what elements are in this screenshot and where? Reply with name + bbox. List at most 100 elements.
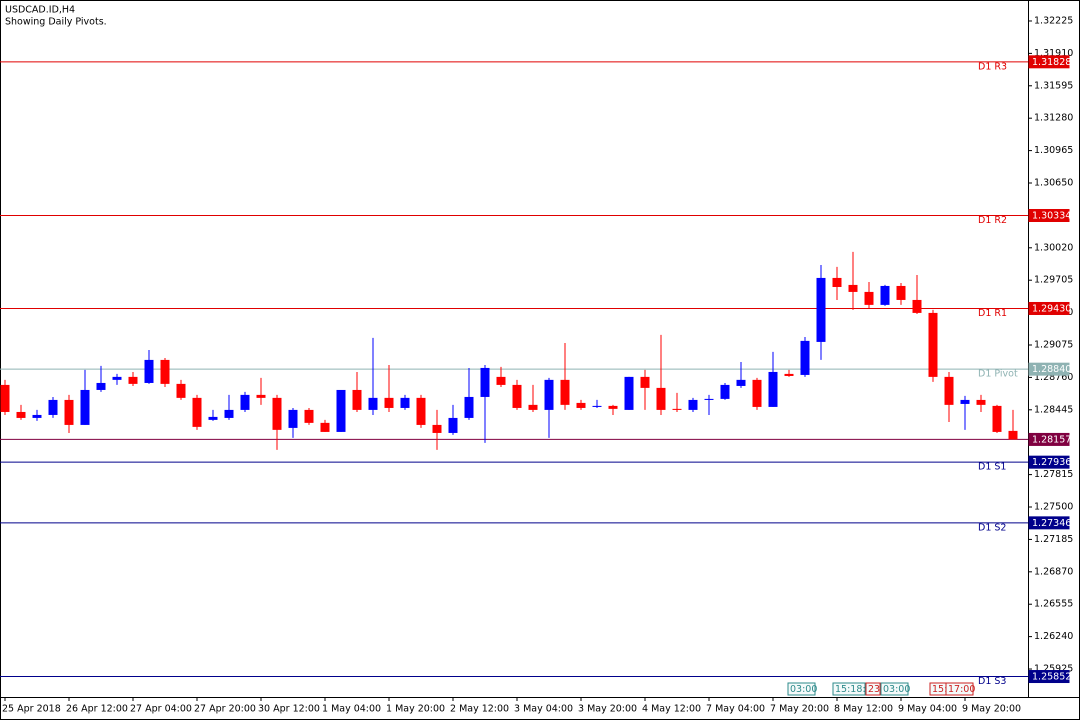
candle-body <box>704 398 714 400</box>
y-tick-label: 1.27185 <box>1034 534 1073 545</box>
candle-body <box>0 384 10 412</box>
y-tick-label: 1.28760 <box>1034 372 1073 383</box>
candle-body <box>896 285 906 300</box>
candle-body <box>352 389 362 410</box>
candle-body <box>208 416 218 420</box>
candle-body <box>240 394 250 410</box>
pivot-label: D1 S1 <box>978 462 1006 473</box>
pivot-label: D1 Pivot <box>978 369 1018 380</box>
candle-body <box>272 397 282 430</box>
candle-body <box>368 397 378 410</box>
pivot-box <box>1028 208 1070 222</box>
x-tick-label: 1 May 20:00 <box>386 704 445 715</box>
candle-body <box>752 379 762 407</box>
candle-body <box>176 383 186 398</box>
candle-body <box>512 384 522 408</box>
x-tick-label: 26 Apr 12:00 <box>66 704 128 715</box>
candle-body <box>224 409 234 418</box>
candle-body <box>400 397 410 408</box>
candle-body <box>688 399 698 410</box>
pivot-value: 1.27936 <box>1032 457 1071 468</box>
pivot-label: D1 R2 <box>978 215 1007 226</box>
pivot-label: D1 S3 <box>978 676 1006 687</box>
y-tick-label: 1.32225 <box>1034 15 1073 26</box>
candle-body <box>784 373 794 376</box>
x-tick-label: 8 May 12:00 <box>834 704 893 715</box>
candle-body <box>944 376 954 405</box>
candle-body <box>560 379 570 405</box>
candle-body <box>48 399 58 415</box>
candle-body <box>496 376 506 385</box>
y-tick-label: 1.26555 <box>1034 599 1073 610</box>
time-box <box>880 682 909 696</box>
y-tick-label: 1.29075 <box>1034 340 1073 351</box>
time-box <box>865 682 881 696</box>
y-tick-label: 1.25925 <box>1034 664 1073 675</box>
time-box <box>832 682 866 696</box>
candle-body <box>64 399 74 425</box>
candle-body <box>384 397 394 408</box>
candle-body <box>928 312 938 377</box>
candle-body <box>464 396 474 418</box>
pivot-label: D1 R1 <box>978 308 1007 319</box>
candle-body <box>448 417 458 433</box>
candle-body <box>592 405 602 407</box>
x-tick-label: 1 May 04:00 <box>322 704 381 715</box>
candle-body <box>960 399 970 404</box>
x-tick-label: 7 May 20:00 <box>770 704 829 715</box>
time-box-label: 03:00 <box>790 684 817 695</box>
x-tick-label: 27 Apr 20:00 <box>194 704 256 715</box>
candle-body <box>416 397 426 425</box>
candle-body <box>480 367 490 397</box>
candle-body <box>816 277 826 342</box>
candle-body <box>304 409 314 423</box>
time-box-label: 17:00 <box>948 684 975 695</box>
candle-body <box>144 359 154 383</box>
time-box-label: 15:18: <box>835 684 866 695</box>
pivot-value: 1.27346 <box>1032 518 1071 529</box>
candle-body <box>640 376 650 388</box>
candle-body <box>624 376 634 410</box>
pivot-value: 1.28840 <box>1032 364 1071 375</box>
pivot-value: 1.25852 <box>1032 672 1071 683</box>
x-tick-label: 3 May 04:00 <box>514 704 573 715</box>
candle-body <box>128 376 138 384</box>
candle-body <box>864 291 874 305</box>
candle-body <box>160 359 170 384</box>
pivot-box <box>1028 301 1070 315</box>
chart-subtitle: Showing Daily Pivots. <box>5 17 107 28</box>
y-tick-label: 1.31595 <box>1034 80 1073 91</box>
y-tick-label: 1.30650 <box>1034 177 1073 188</box>
pivot-value: 1.30334 <box>1032 210 1071 221</box>
candle-body <box>80 389 90 425</box>
pivot-box <box>1028 455 1070 469</box>
candle-body <box>880 285 890 305</box>
candle-body <box>656 387 666 410</box>
x-tick-label: 9 May 20:00 <box>962 704 1021 715</box>
time-box <box>945 682 974 696</box>
candle-body <box>832 277 842 287</box>
pivot-label: D1 S2 <box>978 522 1006 533</box>
y-tick-label: 1.26870 <box>1034 566 1073 577</box>
candle-body <box>336 389 346 432</box>
pivot-box <box>1028 55 1070 69</box>
candle-body <box>112 376 122 380</box>
candle-body <box>32 414 42 418</box>
y-tick-label: 1.31280 <box>1034 113 1073 124</box>
y-tick-label: 1.28445 <box>1034 404 1073 415</box>
candle-body <box>288 409 298 428</box>
pivot-value: 1.31828 <box>1032 57 1071 68</box>
candle-body <box>912 299 922 313</box>
x-tick-label: 4 May 12:00 <box>642 704 701 715</box>
candle-body <box>96 382 106 390</box>
candle-body <box>320 422 330 432</box>
pivot-box <box>1028 670 1070 684</box>
x-tick-label: 3 May 20:00 <box>578 704 637 715</box>
candle-body <box>608 405 618 409</box>
candle-body <box>432 424 442 433</box>
time-box-label: 23: <box>868 684 883 695</box>
pivot-value: 1.29430 <box>1032 303 1071 314</box>
candle-body <box>720 384 730 399</box>
time-box <box>787 682 816 696</box>
